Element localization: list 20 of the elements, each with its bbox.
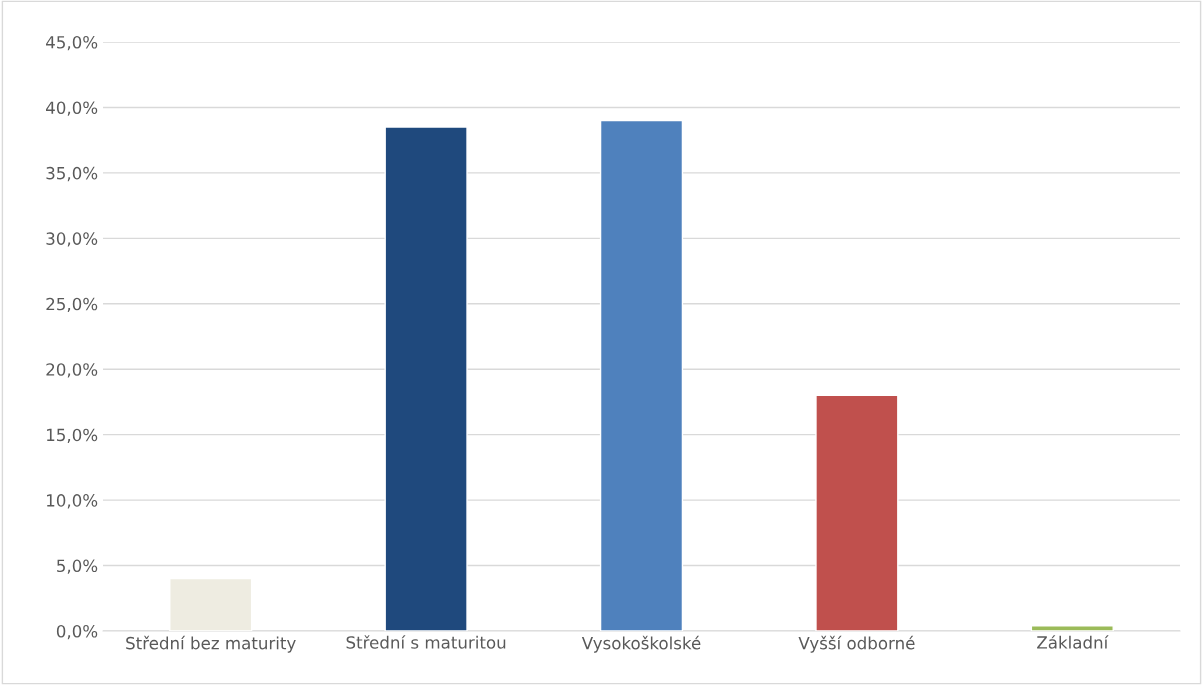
y-tick-label: 15,0% bbox=[47, 428, 98, 443]
y-tick-label: 25,0% bbox=[46, 297, 98, 313]
y-tick-label: 10,0% bbox=[47, 494, 98, 509]
y-tick-label: 5,0% bbox=[57, 559, 98, 574]
y-tick-label: 20,0% bbox=[46, 363, 98, 378]
bar bbox=[815, 394, 899, 631]
x-tick-label: Střední bez maturity bbox=[126, 635, 296, 653]
x-tick-label: Střední s maturitou bbox=[346, 635, 506, 649]
x-tick-label: Vysokoškolské bbox=[581, 635, 701, 653]
x-tick-label: Základní bbox=[1037, 635, 1109, 649]
bar bbox=[169, 577, 253, 631]
y-tick-label: 30,0% bbox=[46, 232, 98, 247]
y-tick-label: 0,0% bbox=[56, 624, 98, 640]
bar bbox=[1030, 625, 1114, 631]
x-tick-label: Vyšší odborné bbox=[798, 635, 915, 653]
bar bbox=[599, 119, 684, 631]
y-tick-label: 45,0% bbox=[46, 35, 98, 51]
bar bbox=[384, 126, 468, 631]
y-tick-label: 35,0% bbox=[46, 166, 98, 182]
y-tick-label: 40,0% bbox=[46, 101, 98, 116]
